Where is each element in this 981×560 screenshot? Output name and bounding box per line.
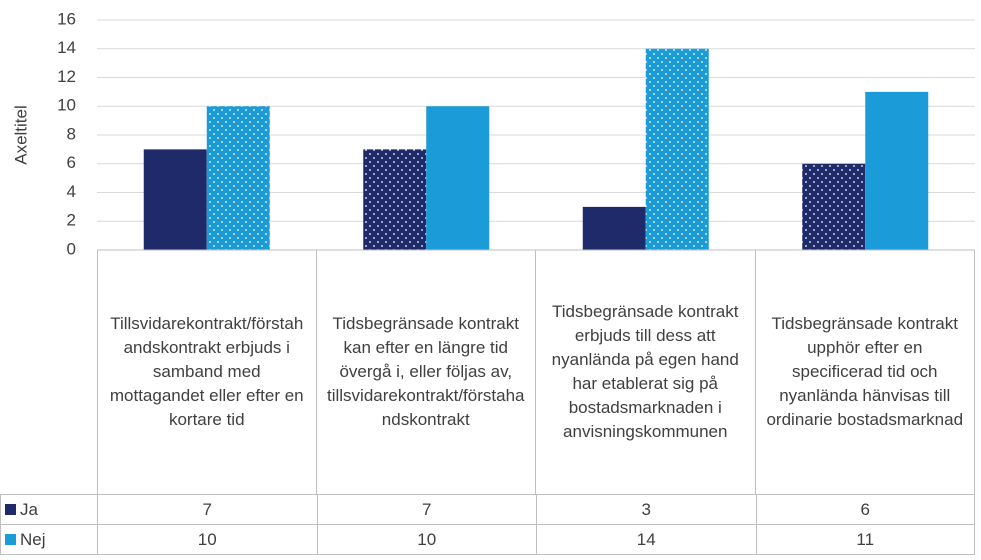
legend-label: Ja	[20, 499, 38, 519]
table-value: 6	[755, 495, 975, 525]
table-top-border	[0, 494, 97, 495]
legend-swatch	[5, 504, 16, 515]
table-value: 7	[97, 495, 317, 525]
y-tick-label: 10	[57, 96, 76, 115]
table-value: 3	[536, 495, 756, 525]
category-cell: Tillsvidarekontrakt/förstahandskontrakt …	[97, 250, 317, 495]
bar	[645, 48, 709, 250]
table-value: 7	[316, 495, 536, 525]
y-tick-label: 6	[67, 153, 76, 172]
y-tick-label: 16	[57, 9, 76, 28]
y-tick-label: 0	[67, 239, 76, 258]
bar	[802, 163, 866, 250]
y-tick-label: 8	[67, 124, 76, 143]
bar	[363, 149, 427, 250]
legend-swatch	[5, 534, 16, 545]
bar	[206, 106, 270, 250]
y-tick-label: 12	[57, 67, 76, 86]
table-value: 14	[536, 525, 756, 555]
legend-label: Nej	[20, 529, 46, 549]
y-tick-label: 14	[57, 38, 76, 57]
category-cell: Tidsbegränsade kontrakt upphör efter en …	[755, 250, 975, 495]
y-tick-label: 2	[67, 211, 76, 230]
legend-cell: Nej	[0, 525, 97, 555]
table-value: 10	[97, 525, 317, 555]
legend-cell: Ja	[0, 495, 97, 525]
table-value: 11	[755, 525, 975, 555]
y-axis-title: Axeltitel	[11, 105, 30, 165]
category-cell: Tidsbegränsade kontrakt erbjuds till des…	[536, 250, 756, 495]
bar	[865, 91, 929, 250]
bar	[582, 206, 646, 250]
y-tick-label: 4	[67, 182, 76, 201]
category-cell: Tidsbegränsade kontrakt kan efter en län…	[316, 250, 536, 495]
bar	[426, 106, 490, 250]
table-value: 10	[316, 525, 536, 555]
bar	[143, 149, 207, 250]
